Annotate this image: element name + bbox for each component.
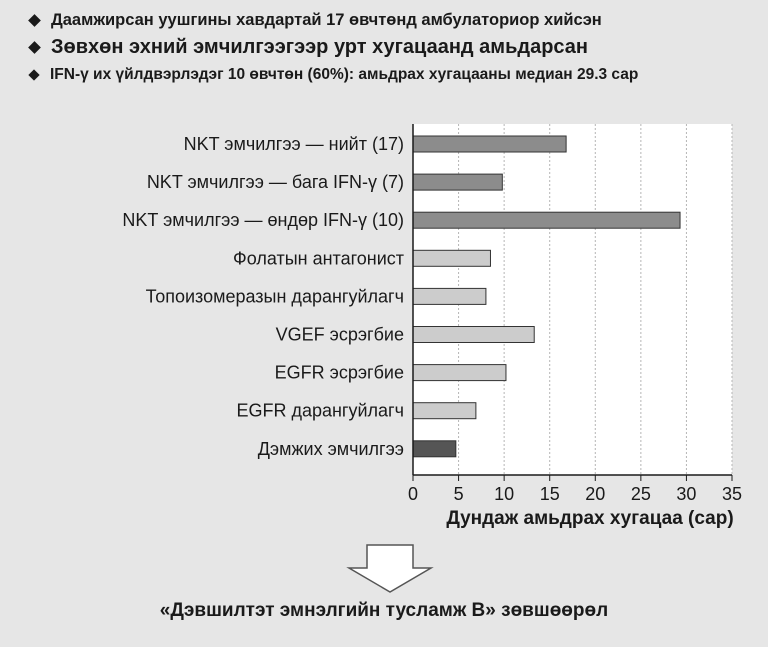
category-label: NKT эмчилгээ — бага IFN-γ (7): [147, 172, 404, 192]
bullet-text: Зөвхөн эхний эмчилгээгээр урт хугацаанд …: [51, 35, 588, 58]
survival-bar-chart: NKT эмчилгээ — нийт (17) NKT эмчилгээ — б…: [122, 124, 742, 593]
category-label: EGFR эсрэгбие: [275, 363, 404, 383]
bar: [412, 135, 567, 153]
category-label: EGFR дарангуйлагч: [236, 401, 404, 421]
bullet-text: Даамжирсан уушгины хавдартай 17 өвчтөнд …: [51, 10, 602, 29]
category-label: VGEF эсрэгбие: [276, 325, 404, 345]
x-tick-label: 5: [454, 484, 464, 504]
bullet-list: Даамжирсан уушгины хавдартай 17 өвчтөнд …: [28, 8, 765, 88]
x-tick-label: 15: [540, 484, 560, 504]
footer-caption: «Дэвшилтэт эмнэлгийн тусламж B» зөвшөөрө…: [159, 600, 609, 621]
bar: [412, 287, 487, 305]
category-label: Дэмжих эмчилгээ: [258, 439, 404, 459]
bar: [412, 249, 491, 267]
bullet-item: IFN-γ их үйлдвэрлэдэг 10 өвчтөн (60%): а…: [28, 62, 765, 88]
bullet-item: Даамжирсан уушгины хавдартай 17 өвчтөнд …: [28, 8, 765, 32]
x-tick-label: 35: [722, 484, 742, 504]
bar: [412, 326, 535, 343]
bar: [412, 211, 681, 229]
down-arrow-icon: [346, 544, 434, 593]
category-label: NKT эмчилгээ — нийт (17): [184, 134, 404, 154]
x-axis-title: Дундаж амьдрах хугацаа (сар): [446, 508, 733, 529]
x-tick-label: 25: [631, 484, 651, 504]
x-tick-label: 20: [585, 484, 605, 504]
x-tick-label: 10: [494, 484, 514, 504]
bullet-item: Зөвхөн эхний эмчилгээгээр урт хугацаанд …: [28, 32, 765, 62]
bar: [412, 440, 457, 458]
bar: [412, 402, 477, 420]
category-label: NKT эмчилгээ — өндөр IFN-γ (10): [122, 210, 404, 230]
bar: [412, 173, 503, 191]
category-label: Топоизомеразын дарангуйлагч: [146, 286, 404, 306]
bar: [412, 364, 507, 382]
category-label: Фолатын антагонист: [233, 248, 404, 268]
bullet-text: IFN-γ их үйлдвэрлэдэг 10 өвчтөн (60%): а…: [50, 66, 639, 83]
x-tick-label: 30: [676, 484, 696, 504]
x-tick-label: 0: [408, 484, 418, 504]
